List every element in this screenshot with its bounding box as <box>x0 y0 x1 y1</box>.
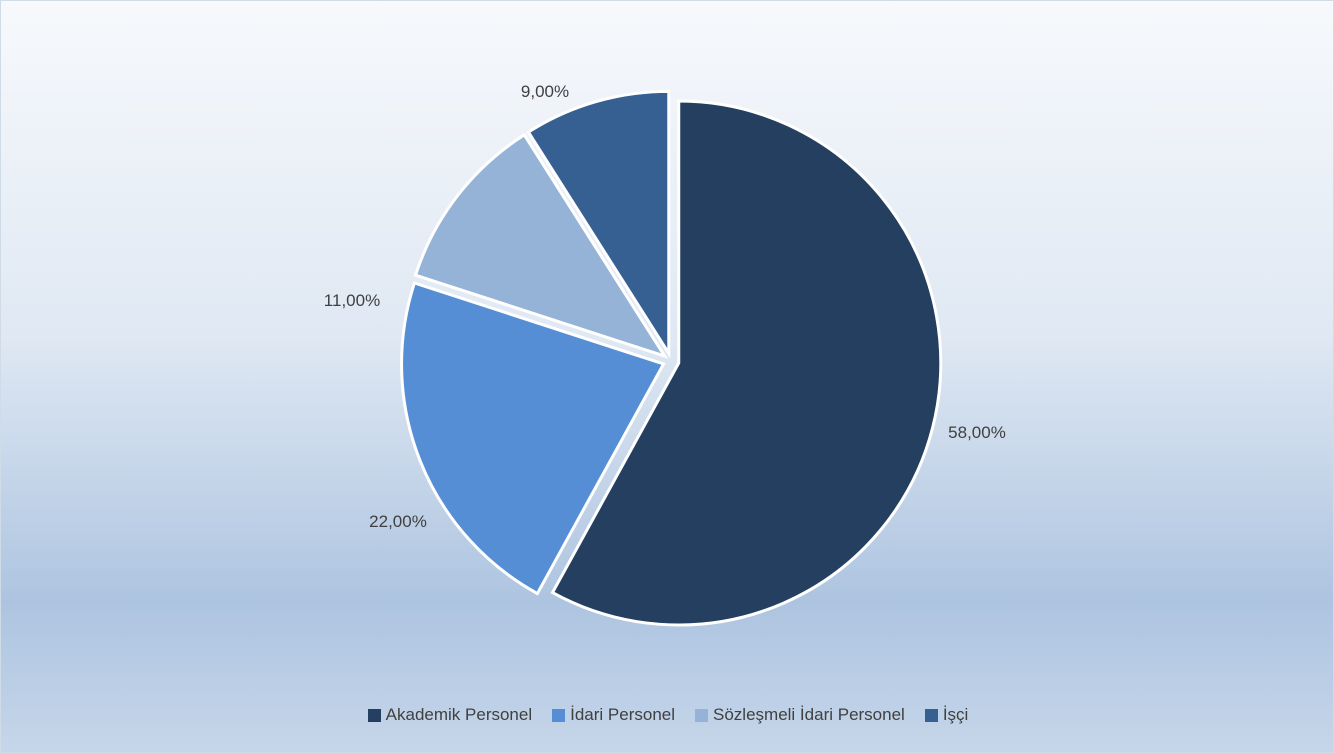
data-label-isci: 9,00% <box>521 82 569 101</box>
pie-data-labels: 58,00% 22,00% 11,00% 9,00% <box>324 82 1006 531</box>
legend-item-akademik-personel: Akademik Personel <box>367 705 533 725</box>
legend-swatch-akademik-personel <box>367 708 381 722</box>
legend-swatch-sozlesmeli-idari-personel <box>695 708 709 722</box>
legend-swatch-idari-personel <box>552 708 566 722</box>
data-label-akademik-personel: 58,00% <box>948 423 1006 442</box>
legend-label-akademik-personel: Akademik Personel <box>385 705 533 724</box>
legend-label-idari-personel: İdari Personel <box>570 705 676 724</box>
legend-item-idari-personel: İdari Personel <box>552 705 675 725</box>
data-label-sozlesmeli-idari-personel: 11,00% <box>324 291 380 310</box>
legend-swatch-isci <box>924 708 938 722</box>
chart-legend: Akademik Personel İdari Personel Sözleşm… <box>1 705 1334 725</box>
pie-slice-isci <box>526 89 671 359</box>
data-label-idari-personel: 22,00% <box>369 512 427 531</box>
legend-label-isci: İşçi <box>942 705 969 724</box>
legend-item-sozlesmeli-idari-personel: Sözleşmeli İdari Personel <box>695 705 905 725</box>
pie-slice-idari-personel <box>400 281 666 596</box>
pie-slice-akademik-personel <box>550 99 943 627</box>
pie-slice-sozlesmeli-idari-personel <box>413 132 669 359</box>
legend-label-sozlesmeli-idari-personel: Sözleşmeli İdari Personel <box>713 705 905 724</box>
pie-slices <box>400 89 943 627</box>
legend-item-isci: İşçi <box>924 705 969 725</box>
